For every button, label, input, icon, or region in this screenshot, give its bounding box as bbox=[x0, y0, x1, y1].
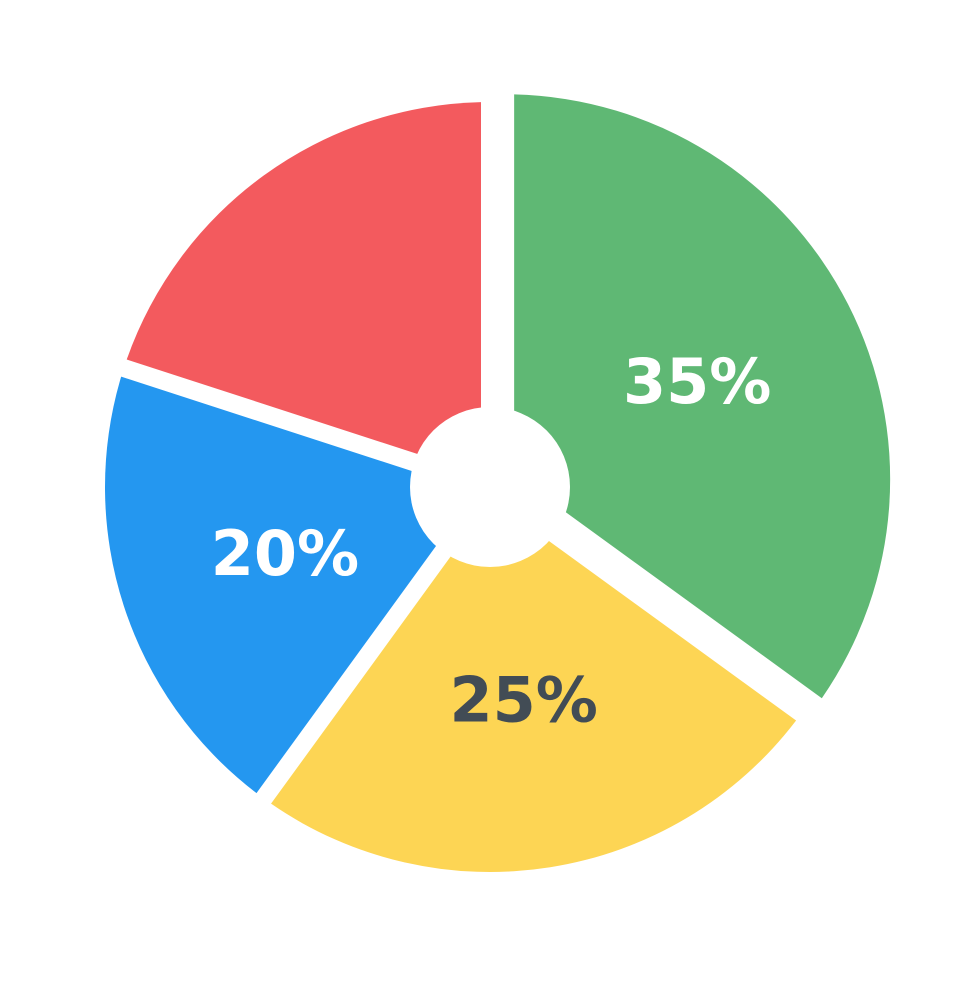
labels-layer: 35% 25% 20% bbox=[211, 345, 772, 737]
pie-slice-3 bbox=[104, 376, 476, 794]
pie-slice-2 bbox=[271, 499, 797, 872]
pie-slice-1 bbox=[514, 94, 891, 699]
center-hole bbox=[410, 407, 570, 567]
slice-label-1: 35% bbox=[623, 345, 771, 418]
slice-label-2: 25% bbox=[450, 663, 598, 736]
slice-label-3: 20% bbox=[211, 517, 359, 590]
slices-layer bbox=[104, 94, 891, 872]
pie-slice-4 bbox=[126, 102, 482, 475]
